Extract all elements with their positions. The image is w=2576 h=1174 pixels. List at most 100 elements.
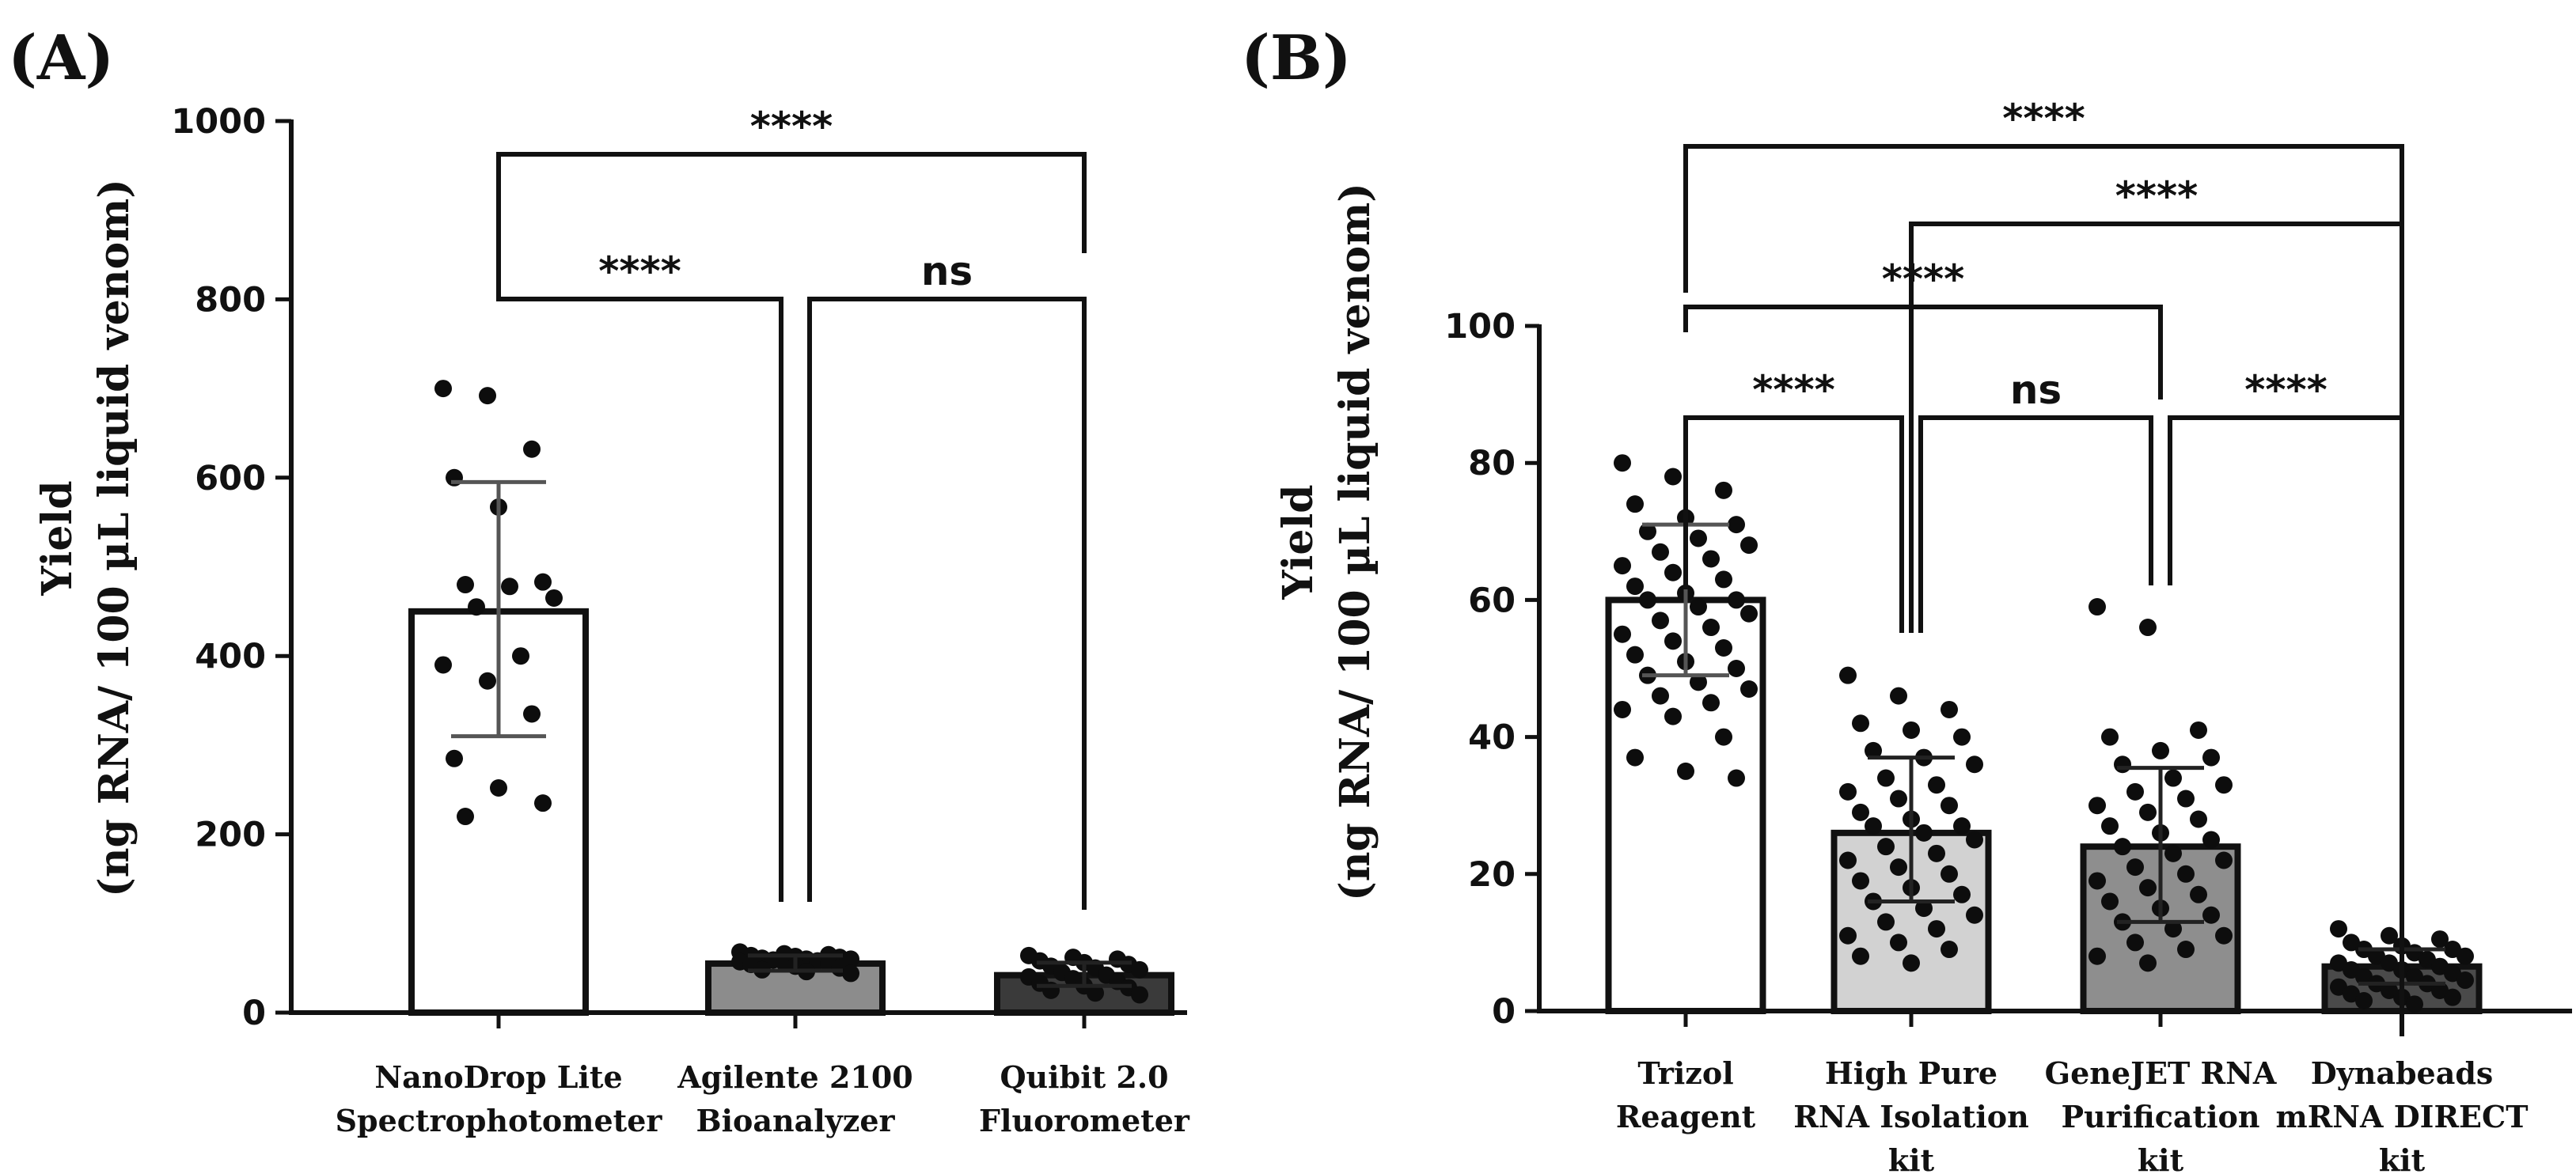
data-point [523, 440, 541, 458]
data-point [1903, 954, 1920, 972]
data-point [1890, 687, 1907, 705]
significance-bracket [1683, 415, 1904, 633]
significance-label: **** [1882, 256, 1965, 302]
data-point [2114, 756, 2131, 774]
data-point [1928, 776, 1945, 794]
data-point [1890, 858, 1907, 877]
data-point [1728, 516, 1745, 534]
y-tick-label: 60 [1468, 581, 1516, 620]
data-point [2139, 879, 2157, 897]
data-point [1614, 625, 1631, 643]
category-label: High Pure [1825, 1055, 1997, 1091]
y-tick-label: 800 [195, 280, 266, 320]
data-point [534, 794, 552, 812]
data-point [2101, 892, 2119, 911]
category-label: Fluorometer [979, 1103, 1190, 1138]
significance-bracket [496, 257, 783, 902]
data-point [545, 589, 563, 607]
data-point [1715, 639, 1732, 657]
data-point [1877, 838, 1895, 856]
data-point [1626, 495, 1644, 513]
data-point [2330, 920, 2347, 938]
data-point [2088, 872, 2106, 890]
data-point [457, 808, 474, 826]
data-point [2152, 741, 2169, 759]
data-point [1839, 782, 1857, 801]
data-point [1626, 646, 1644, 664]
category-label: Reagent [1616, 1099, 1756, 1134]
data-point [1626, 748, 1644, 767]
data-point [523, 705, 541, 723]
data-point [1890, 934, 1907, 952]
significance-bracket [2168, 415, 2404, 1036]
significance-bracket [1683, 305, 2163, 400]
data-point [1928, 844, 1945, 862]
data-point [2456, 971, 2474, 990]
data-point [2456, 947, 2474, 965]
data-point [534, 573, 552, 591]
data-point [2190, 810, 2207, 828]
panel-a: (A) Yield (ng RNA/ 100 µL liquid venom) … [8, 22, 1190, 1138]
data-point [2164, 769, 2182, 787]
data-point [1652, 543, 1669, 561]
data-point [2202, 906, 2220, 924]
data-point [842, 964, 859, 983]
data-point [2177, 865, 2195, 883]
data-point [1664, 632, 1682, 650]
data-point [1614, 557, 1631, 575]
data-point [1890, 790, 1907, 808]
data-point [1953, 885, 1971, 903]
category-label: Quibit 2.0 [1000, 1059, 1168, 1095]
data-point [479, 387, 496, 405]
data-point [434, 656, 452, 674]
data-point [1664, 468, 1682, 486]
data-point [1626, 578, 1644, 596]
category-label: mRNA DIRECT [2275, 1099, 2528, 1134]
data-point [1614, 454, 1631, 472]
data-point [2126, 858, 2144, 877]
significance-label: **** [598, 248, 681, 294]
y-tick-label: 80 [1468, 444, 1516, 483]
data-point [1728, 660, 1745, 677]
data-point [2139, 619, 2157, 637]
category-label: Spectrophotometer [336, 1103, 663, 1138]
category-label: GeneJET RNA [2045, 1055, 2277, 1091]
panel-a-ylabel-line2: (ng RNA/ 100 µL liquid venom) [90, 179, 138, 897]
significance-label: **** [750, 104, 833, 150]
category-label: RNA Isolation [1793, 1099, 2029, 1134]
data-point [1131, 986, 1148, 1004]
data-point [1865, 817, 1882, 835]
data-point [1131, 960, 1148, 979]
data-point [2126, 934, 2144, 952]
data-point [1087, 984, 1104, 1002]
data-point [1728, 591, 1745, 609]
data-point [1690, 529, 1707, 547]
data-point [1915, 824, 1933, 842]
panel-b-ylabel-line1: Yield [1274, 484, 1322, 600]
data-point [2126, 782, 2144, 801]
y-tick-label: 0 [242, 994, 266, 1033]
data-point [1702, 619, 1720, 637]
data-point [2190, 721, 2207, 739]
panel-a-label: (A) [8, 22, 114, 94]
significance-label: **** [2002, 96, 2085, 142]
category-label: kit [2138, 1142, 2184, 1174]
data-point [1877, 769, 1895, 787]
significance-label: **** [1752, 367, 1835, 413]
data-point [2444, 988, 2461, 1006]
data-point [1852, 803, 1869, 821]
data-point [2202, 831, 2220, 849]
data-point [2101, 817, 2119, 835]
data-point [1852, 947, 1869, 965]
data-point [457, 576, 474, 594]
data-point [1715, 728, 1732, 746]
significance-label: **** [2244, 367, 2328, 413]
data-point [2215, 776, 2233, 794]
data-point [1728, 769, 1745, 787]
panel-b: (B) Yield (ng RNA/ 100 µL liquid venom) … [1241, 22, 2572, 1174]
category-label: Bioanalyzer [696, 1103, 895, 1138]
significance-bracket [496, 152, 1087, 257]
data-point [2215, 926, 2233, 945]
significance-label: ns [2010, 367, 2062, 413]
